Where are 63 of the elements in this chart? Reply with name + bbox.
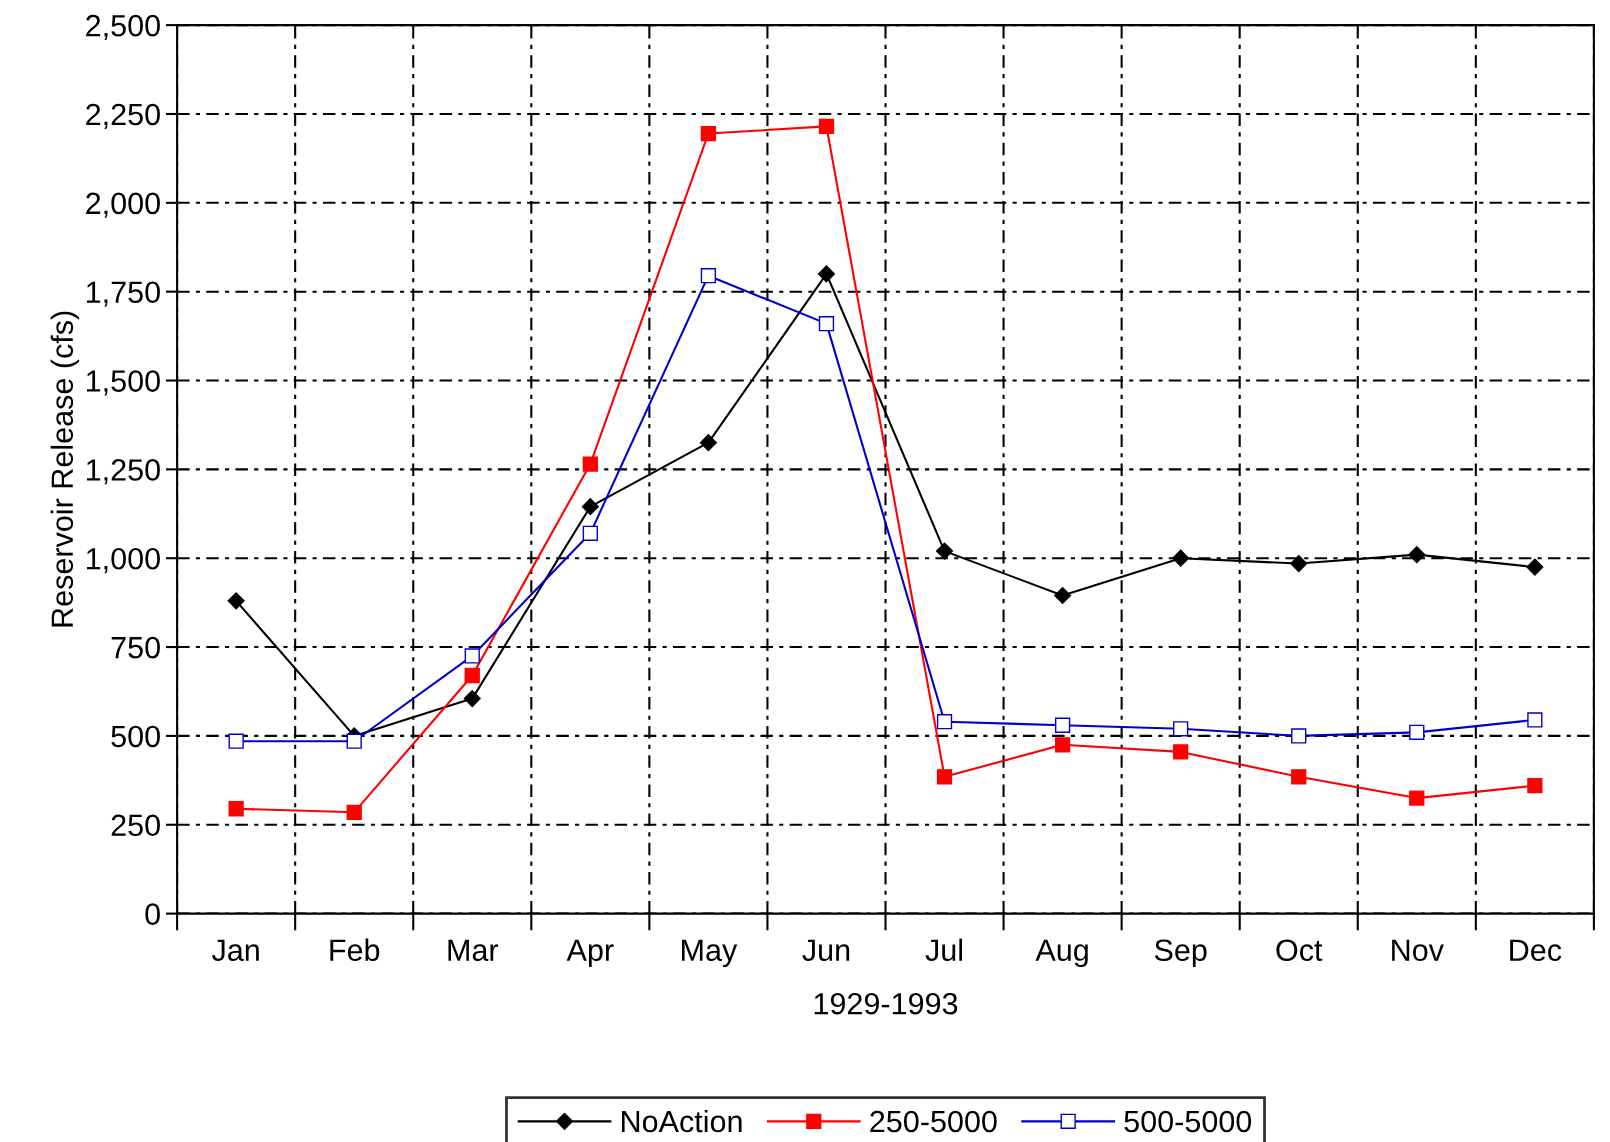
x-tick-label: Jun [802, 939, 850, 962]
point [1291, 728, 1307, 744]
y-tick-label: 1,750 [87, 281, 160, 307]
point [1054, 586, 1072, 605]
x-tick-label: Jul [925, 938, 963, 962]
y-tick-label: 1,500 [87, 370, 160, 396]
x-tick-label: Dec [1510, 939, 1562, 962]
point [818, 118, 835, 135]
point [817, 265, 836, 283]
x-tick-label: Mar [448, 939, 499, 962]
x-tick-label: Apr [566, 939, 614, 968]
point [700, 268, 717, 284]
y-tick-label: 500 [111, 725, 160, 748]
point [818, 316, 835, 332]
point [700, 125, 717, 142]
point [1172, 549, 1190, 567]
legend-label: 500-5000 [1124, 1110, 1252, 1133]
point [1527, 778, 1543, 794]
x-tick-label: Nov [1392, 939, 1444, 962]
x-tick-label: Aug [1035, 939, 1088, 968]
y-tick-label: 2,000 [86, 192, 160, 218]
y-tick-label: 0 [145, 903, 160, 925]
x-tick-label: Feb [330, 938, 380, 962]
x-tick-label: Oct [1276, 939, 1323, 962]
point [1409, 790, 1425, 806]
point [581, 498, 599, 516]
point [1290, 554, 1308, 573]
point [1291, 769, 1307, 785]
x-tick-label: Jan [211, 939, 259, 962]
point [227, 592, 245, 610]
point [228, 733, 244, 749]
point [582, 525, 598, 541]
point [936, 714, 953, 730]
point [935, 542, 954, 560]
point [228, 801, 244, 817]
point [1054, 717, 1071, 733]
point [464, 667, 480, 684]
point [346, 804, 362, 820]
y-tick-label: 2,500 [86, 14, 160, 41]
point [1409, 724, 1425, 740]
legend-label: NoAction [622, 1109, 742, 1133]
y-axis-title: Reservoir Release (cfs) [50, 311, 80, 627]
point [582, 456, 598, 472]
point [1173, 744, 1189, 760]
point [1408, 546, 1426, 564]
point [1526, 558, 1544, 576]
point [464, 648, 480, 664]
legend-label: 250-5000 [870, 1110, 997, 1133]
point [1173, 721, 1189, 737]
y-tick-label: 750 [111, 636, 160, 659]
y-tick-label: 2,250 [86, 103, 160, 129]
point [1054, 737, 1071, 753]
x-tick-label: May [682, 939, 738, 968]
y-tick-label: 1,250 [87, 459, 160, 485]
x-axis-title: 1929-1993 [814, 992, 958, 1015]
y-tick-label: 250 [111, 814, 160, 837]
point [463, 690, 481, 708]
point [346, 733, 362, 749]
point [1527, 712, 1543, 728]
y-tick-label: 1,000 [87, 547, 160, 574]
point [699, 434, 717, 452]
x-tick-label: Sep [1154, 939, 1207, 968]
point [936, 769, 953, 785]
